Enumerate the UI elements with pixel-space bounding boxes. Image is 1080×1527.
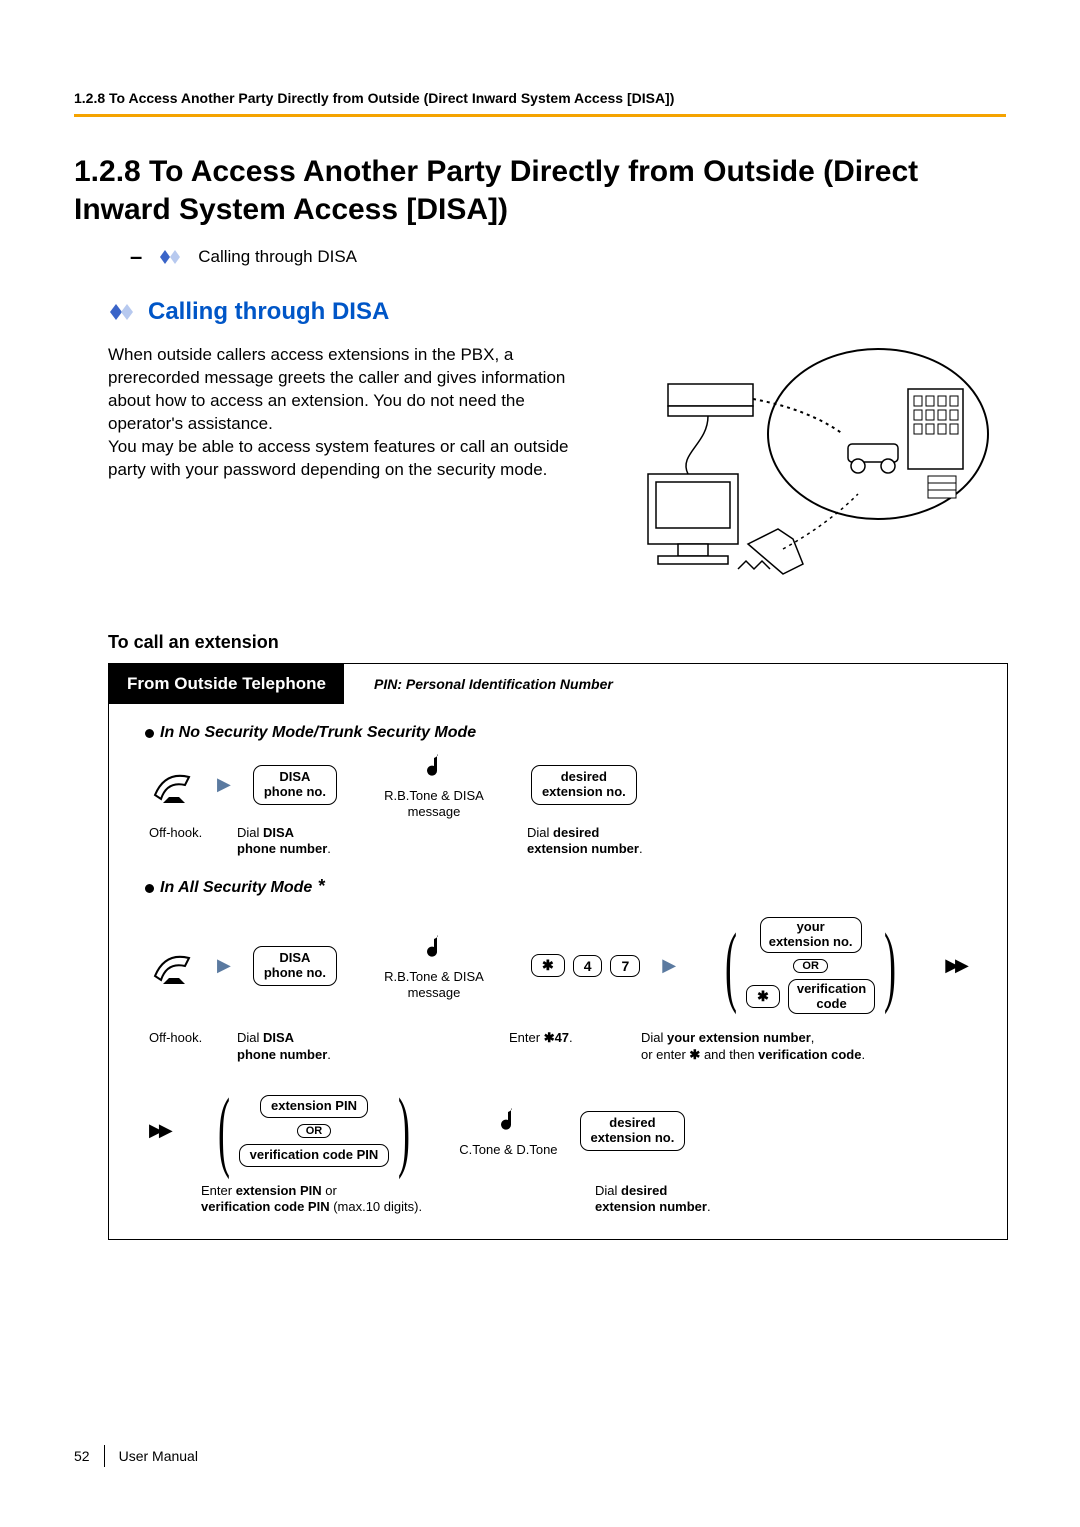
step-offhook-2 xyxy=(149,946,195,986)
illustration xyxy=(618,344,998,604)
arrow-icon: ▶ xyxy=(217,774,231,795)
flow-box: From Outside Telephone PIN: Personal Ide… xyxy=(108,663,1008,1240)
intro-row: When outside callers access extensions i… xyxy=(108,344,1006,604)
intro-p2: You may be able to access system feature… xyxy=(108,437,569,479)
step-tone-2: R.B.Tone & DISA message xyxy=(359,931,509,1000)
mode1-captions: Off-hook. Dial DISAphone number. Dial de… xyxy=(149,825,1007,858)
step-offhook xyxy=(149,765,195,805)
paren-right-icon: ) xyxy=(398,1099,410,1162)
disa-box-2: DISAphone no. xyxy=(253,946,337,986)
mode2-text: In All Security Mode xyxy=(160,879,312,897)
music-note-icon xyxy=(421,750,447,780)
page-number: 52 xyxy=(74,1448,90,1464)
key-7: 7 xyxy=(610,955,640,977)
mode2-row2: ▶▶ ( extension PIN OR verification code … xyxy=(149,1085,1007,1177)
cap-enter-47: Enter ✱47. xyxy=(509,1030,619,1063)
mode2-captions-2: Enter extension PIN orverification code … xyxy=(149,1183,1007,1216)
arrow-icon: ▶ xyxy=(662,955,676,976)
mode2-row1: ▶ DISAphone no. R.B.Tone & DISA message … xyxy=(149,907,1007,1025)
cd-tone-label: C.Tone & D.Tone xyxy=(459,1142,557,1158)
procedure-title: To call an extension xyxy=(108,632,1006,653)
your-ext-box: yourextension no. xyxy=(760,917,862,953)
double-arrow-icon: ▶▶ xyxy=(945,955,965,976)
footer-separator xyxy=(104,1445,105,1467)
bullet-icon xyxy=(145,729,154,738)
cap-offhook: Off-hook. xyxy=(149,825,215,858)
mode1-row: ▶ DISAphone no. R.B.Tone & DISA message … xyxy=(149,750,1007,819)
toc-line: – Calling through DISA xyxy=(130,244,1006,270)
key-4: 4 xyxy=(573,955,603,977)
mode2-captions-1: Off-hook. Dial DISAphone number. Enter ✱… xyxy=(149,1030,1007,1063)
toc-item-text: Calling through DISA xyxy=(198,247,357,267)
cap-dial-disa-2: Dial DISAphone number. xyxy=(237,1030,355,1063)
step-disa: DISAphone no. xyxy=(253,765,337,805)
mode1-label: In No Security Mode/Trunk Security Mode xyxy=(145,724,1007,742)
rb-tone-label: R.B.Tone & DISA message xyxy=(359,788,509,819)
ver-pin-box: verification code PIN xyxy=(239,1144,390,1167)
page-footer: 52 User Manual xyxy=(74,1445,198,1467)
flow-header-black: From Outside Telephone xyxy=(109,664,344,704)
or-badge: OR xyxy=(793,959,828,973)
step-disa-2: DISAphone no. xyxy=(253,946,337,986)
section-title: 1.2.8 To Access Another Party Directly f… xyxy=(74,153,1006,228)
verification-box: verificationcode xyxy=(788,979,875,1015)
paren-right-icon: ) xyxy=(884,934,896,997)
running-header: 1.2.8 To Access Another Party Directly f… xyxy=(74,90,1006,106)
step-desired: desiredextension no. xyxy=(531,765,637,805)
arrow-icon: ▶ xyxy=(217,955,231,976)
double-arrow-icon: ▶▶ xyxy=(149,1120,169,1141)
cap-dial-disa: Dial DISAphone number. xyxy=(237,825,355,858)
desired-ext-box-2: desiredextension no. xyxy=(580,1111,686,1151)
desired-ext-box: desiredextension no. xyxy=(531,765,637,805)
step-desired-2: desiredextension no. xyxy=(580,1111,686,1151)
key-star: ✱ xyxy=(531,954,565,977)
paren-left-icon: ( xyxy=(218,1099,230,1162)
step-tone-3: C.Tone & D.Tone xyxy=(459,1104,557,1158)
phone-offhook-icon xyxy=(149,946,195,986)
or-badge-2: OR xyxy=(297,1124,332,1138)
music-note-icon xyxy=(495,1104,521,1134)
cap-enter-pin: Enter extension PIN orverification code … xyxy=(201,1183,461,1216)
phone-offhook-icon xyxy=(149,765,195,805)
subsection-title: Calling through DISA xyxy=(108,298,1006,326)
diamond-icon xyxy=(108,302,138,322)
key-star-2: ✱ xyxy=(746,985,780,1008)
flow-header-note: PIN: Personal Identification Number xyxy=(374,676,613,692)
rb-tone-label-2: R.B.Tone & DISA message xyxy=(359,969,509,1000)
ext-pin-box: extension PIN xyxy=(260,1095,368,1118)
bullet-icon xyxy=(145,884,154,893)
dash-icon: – xyxy=(130,244,142,270)
cap-dial-your-ext: Dial your extension number,or enter ✱ an… xyxy=(641,1030,901,1063)
subsection-title-text: Calling through DISA xyxy=(148,298,389,326)
step-tone: R.B.Tone & DISA message xyxy=(359,750,509,819)
footer-label: User Manual xyxy=(119,1448,198,1464)
star-icon: * xyxy=(318,876,325,897)
step-star47: ✱ 4 7 xyxy=(531,954,640,977)
diamond-icon xyxy=(158,248,186,266)
flow-header: From Outside Telephone PIN: Personal Ide… xyxy=(109,664,1007,704)
paren-left-icon: ( xyxy=(725,934,737,997)
cap-offhook-2: Off-hook. xyxy=(149,1030,215,1063)
mode2-label: In All Security Mode * xyxy=(145,878,1007,899)
mode1-text: In No Security Mode/Trunk Security Mode xyxy=(160,724,476,742)
cap-dial-desired-2: Dial desiredextension number. xyxy=(595,1183,755,1216)
music-note-icon xyxy=(421,931,447,961)
header-rule xyxy=(74,114,1006,117)
cap-dial-desired: Dial desiredextension number. xyxy=(527,825,687,858)
intro-text: When outside callers access extensions i… xyxy=(108,344,588,604)
pin-group: ( extension PIN OR verification code PIN… xyxy=(191,1085,438,1177)
disa-box: DISAphone no. xyxy=(253,765,337,805)
ext-or-verif-group: ( yourextension no. OR ✱ verificationcod… xyxy=(698,907,923,1025)
intro-p1: When outside callers access extensions i… xyxy=(108,345,565,433)
